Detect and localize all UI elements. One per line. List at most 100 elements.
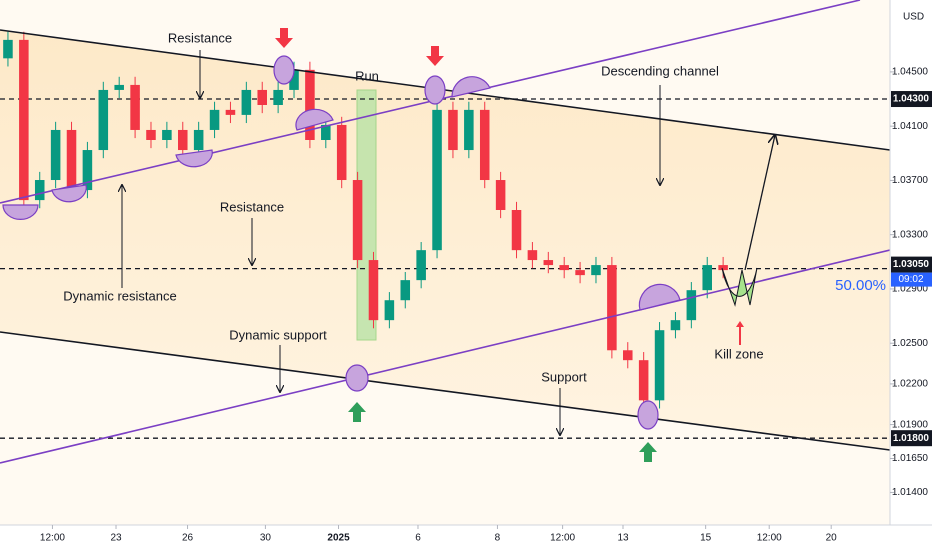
candle-body [607, 265, 617, 351]
candle-body [623, 350, 633, 361]
candle-body [527, 250, 538, 261]
candle-body [273, 89, 283, 105]
annotation: Support [541, 369, 587, 384]
candle-body [3, 39, 13, 59]
x-tick-label: 13 [617, 533, 629, 544]
y-tick-label: 1.01650 [892, 453, 929, 464]
arc [638, 283, 681, 311]
candle-body [702, 265, 712, 291]
candle-body [654, 330, 665, 401]
candle-body [209, 109, 220, 130]
candle-body [321, 124, 331, 140]
percent-label: 50.00% [835, 277, 886, 294]
level-label-bg [891, 430, 932, 447]
x-tick-label: 26 [182, 533, 194, 544]
x-tick-label: 23 [110, 533, 122, 544]
projection-arrow [744, 135, 775, 271]
candle-body [34, 180, 45, 201]
candle-body [575, 270, 585, 276]
candle-body [66, 129, 77, 191]
channel-bottom [0, 331, 891, 451]
candle-body [82, 150, 93, 191]
candles [3, 31, 728, 409]
x-tick-label: 12:00 [40, 533, 65, 544]
x-tick-label: 15 [700, 533, 712, 544]
annotation: Descending channel [601, 63, 719, 78]
candle-body [416, 250, 426, 281]
grid [0, 98, 890, 439]
candle-body [289, 69, 299, 90]
y-tick-label: 1.02500 [892, 338, 929, 349]
candle-body [638, 360, 649, 401]
x-tick-label: 20 [826, 533, 838, 544]
pointer-arrows [122, 50, 660, 435]
down-arrow [426, 46, 444, 66]
candle-body [559, 265, 569, 271]
time-axis [0, 525, 890, 550]
touch-shapes [2, 55, 681, 430]
y-tick-label: 1.02200 [892, 379, 929, 390]
x-tick-label: 6 [415, 533, 421, 544]
annotation: Run [355, 68, 379, 83]
candle-body [225, 109, 236, 115]
y-tick-label: 1.02900 [892, 284, 929, 295]
candle-body [130, 84, 140, 130]
candle-body [336, 124, 347, 181]
arc [175, 149, 213, 168]
up-arrow [639, 442, 657, 462]
candle-body [305, 69, 315, 140]
level-label: 1.04300 [893, 94, 930, 105]
candle-body [686, 290, 697, 321]
candle-body [479, 109, 490, 181]
annotation: Resistance [220, 199, 284, 214]
annotation: Dynamic support [229, 327, 327, 342]
x-tick-label: 12:00 [550, 533, 575, 544]
candle-body [352, 180, 363, 261]
x-tick-label: 2025 [327, 533, 350, 544]
candle-body [591, 265, 601, 276]
candle-body [50, 129, 61, 181]
y-tick-label: 1.01900 [892, 419, 929, 430]
arc [51, 184, 87, 203]
circle [273, 55, 295, 85]
level-label: 1.01800 [893, 433, 930, 444]
candle-body [400, 280, 411, 301]
annotation: Resistance [168, 30, 232, 45]
x-tick-label: 8 [495, 533, 501, 544]
candle-body [98, 89, 109, 151]
circle [345, 364, 369, 392]
countdown: 09:02 [898, 274, 923, 285]
y-tick-label: 1.03300 [892, 229, 929, 240]
down-arrow [275, 28, 293, 48]
candle-body [511, 210, 522, 251]
candle-body [146, 129, 156, 140]
candle-body [257, 89, 267, 105]
candle-body [495, 180, 506, 210]
candle-body [384, 300, 395, 321]
y-tick-label: 1.04100 [892, 121, 929, 132]
candle-body [193, 129, 204, 151]
candle-body [432, 109, 442, 251]
candle-body [543, 260, 554, 266]
y-tick-label: 1.04500 [892, 67, 929, 78]
candle-body [19, 39, 29, 201]
x-tick-label: 12:00 [757, 533, 782, 544]
currency: USD [903, 12, 924, 23]
countdown-bg [891, 272, 932, 287]
candle-body [114, 84, 124, 90]
level-label-bg [891, 91, 932, 108]
arc [2, 204, 39, 221]
candle-body [241, 89, 252, 115]
signal-arrows [275, 28, 744, 462]
candle-body [464, 109, 474, 151]
level-label: 1.03050 [893, 259, 930, 270]
up-arrow [348, 402, 366, 422]
candle-body [718, 265, 728, 271]
annotations: Resistance Run Descending channel Resistanc… [63, 30, 763, 384]
up-arrow [736, 321, 744, 345]
candle-body [670, 320, 681, 331]
kill-zone-shape [721, 267, 758, 307]
circle [637, 400, 659, 430]
candle-body [162, 129, 172, 140]
